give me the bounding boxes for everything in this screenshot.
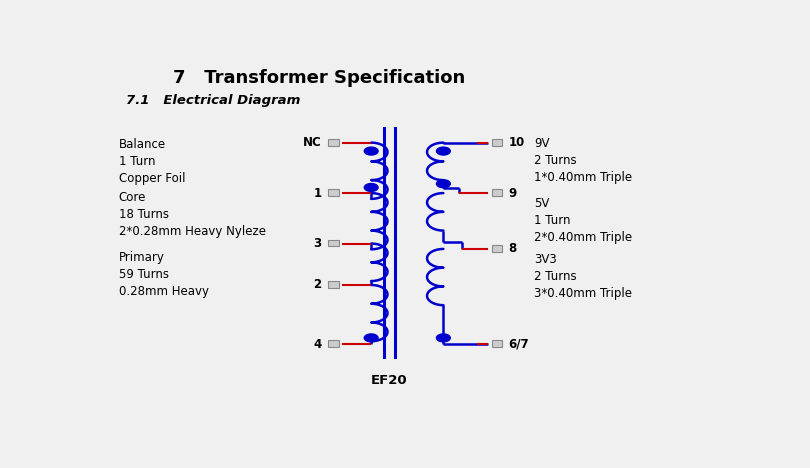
Text: 3V3
2 Turns
3*0.40mm Triple: 3V3 2 Turns 3*0.40mm Triple: [534, 253, 632, 300]
Text: Core
18 Turns
2*0.28mm Heavy Nyleze: Core 18 Turns 2*0.28mm Heavy Nyleze: [119, 191, 266, 238]
Text: 9: 9: [509, 187, 517, 199]
Text: 1: 1: [313, 187, 322, 199]
Circle shape: [437, 147, 450, 155]
FancyBboxPatch shape: [329, 240, 339, 247]
Text: 5V
1 Turn
2*0.40mm Triple: 5V 1 Turn 2*0.40mm Triple: [534, 197, 632, 244]
FancyBboxPatch shape: [492, 189, 501, 196]
Text: Primary
59 Turns
0.28mm Heavy: Primary 59 Turns 0.28mm Heavy: [119, 251, 209, 298]
Circle shape: [437, 180, 450, 188]
Circle shape: [364, 183, 378, 191]
Text: 7   Transformer Specification: 7 Transformer Specification: [173, 69, 466, 87]
Text: 4: 4: [313, 338, 322, 351]
Text: Balance
1 Turn
Copper Foil: Balance 1 Turn Copper Foil: [119, 139, 185, 185]
FancyBboxPatch shape: [329, 139, 339, 146]
Text: 10: 10: [509, 136, 525, 149]
Circle shape: [437, 334, 450, 342]
Text: 9V
2 Turns
1*0.40mm Triple: 9V 2 Turns 1*0.40mm Triple: [534, 137, 632, 184]
FancyBboxPatch shape: [492, 139, 501, 146]
FancyBboxPatch shape: [329, 281, 339, 288]
Text: 7.1   Electrical Diagram: 7.1 Electrical Diagram: [126, 94, 301, 107]
FancyBboxPatch shape: [329, 189, 339, 196]
Text: NC: NC: [303, 136, 322, 149]
Text: EF20: EF20: [371, 374, 407, 387]
FancyBboxPatch shape: [492, 340, 501, 347]
FancyBboxPatch shape: [329, 340, 339, 347]
Text: 8: 8: [509, 242, 517, 256]
Text: 6/7: 6/7: [509, 338, 529, 351]
Text: 2: 2: [313, 278, 322, 292]
Text: 3: 3: [313, 237, 322, 250]
Circle shape: [364, 147, 378, 155]
FancyBboxPatch shape: [492, 245, 501, 252]
Circle shape: [364, 334, 378, 342]
